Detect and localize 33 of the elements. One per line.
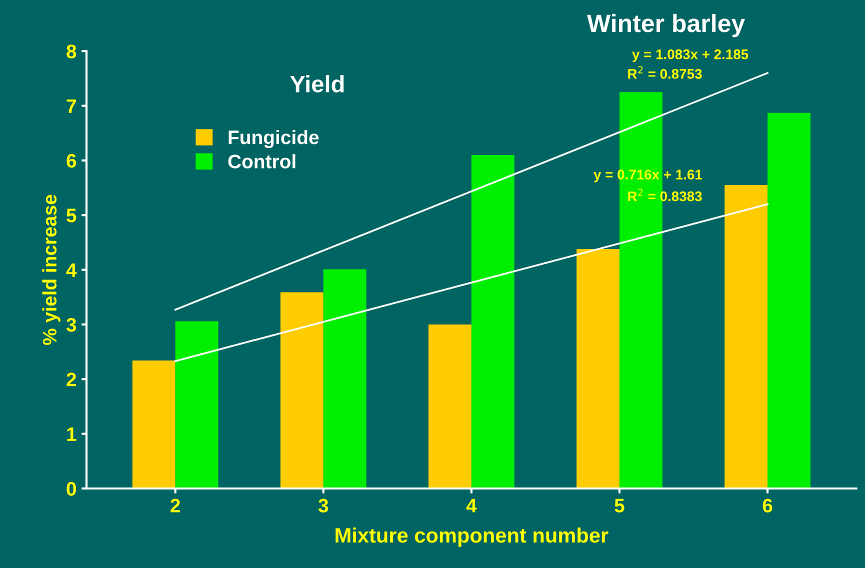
y-tick-label: 8 [66,44,76,58]
y-tick-label: 3 [66,318,76,332]
y-tick-label: 0 [66,482,76,496]
bar [724,185,768,488]
annotation: y = 1.083x + 2.185 [632,49,748,62]
bar [428,324,472,488]
x-tick-label: 6 [762,498,772,512]
x-tick-label: 5 [614,498,624,512]
bar [576,249,620,488]
x-tick-label: 2 [170,498,180,512]
chart-title: Winter barley [587,14,745,38]
y-tick-label: 4 [66,263,77,277]
annotation: R$^{2}$ = 0.8753 [628,66,702,79]
annotation: y = 0.716x + 1.61 [594,170,702,182]
bar [175,321,218,488]
legend-label: Fungicide [228,130,319,148]
x-axis-title: Mixture component number [336,527,608,547]
y-tick-label: 7 [66,99,76,113]
y-axis-title: % yield increase [42,194,60,345]
bar [280,292,324,488]
legend-label: Control [228,154,296,168]
bar [323,269,366,488]
x-tick-label: 4 [466,498,477,512]
annotation: R$^{2}$ = 0.8383 [628,188,702,202]
x-tick-label: 3 [318,498,328,513]
bar [471,154,514,488]
y-tick-label: 5 [66,208,76,222]
text: Yield [290,75,344,92]
y-tick-label: 2 [66,372,76,386]
y-tick-label: 6 [66,154,76,168]
y-tick-label: 1 [67,427,76,441]
bar [132,360,176,488]
bar [768,112,810,488]
